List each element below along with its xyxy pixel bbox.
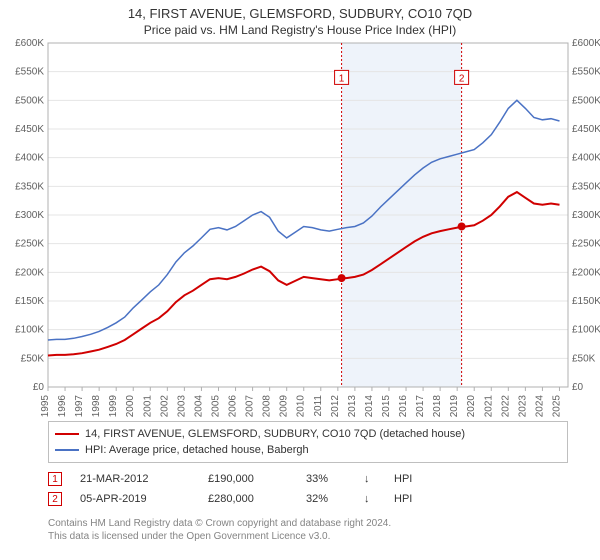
x-tick-label: 2021	[483, 395, 494, 417]
price-chart-svg: £0 £50K £100K £150K £200K £250K £300K £350K £400…	[0, 37, 600, 417]
y-tick-label: £400K	[572, 153, 600, 164]
y-tick-label: £550K	[15, 67, 44, 78]
sale-price: £280,000	[208, 493, 288, 505]
x-tick-label: 2011	[313, 395, 324, 417]
x-tick-label: 1998	[91, 395, 102, 417]
y-tick-label: £350K	[572, 181, 600, 192]
x-tick-label: 1995	[40, 395, 51, 417]
sale-date: 05-APR-2019	[80, 493, 190, 505]
y-tick-label: £250K	[572, 239, 600, 250]
sale-marker-point	[458, 222, 466, 230]
x-tick-label: 2015	[381, 395, 392, 417]
y-tick-label: £300K	[15, 210, 44, 221]
chart-area: £0 £50K £100K £150K £200K £250K £300K £350K £400…	[0, 37, 600, 417]
y-tick-label: £350K	[15, 181, 44, 192]
sale-badge: 1	[48, 472, 62, 486]
sale-price: £190,000	[208, 473, 288, 485]
legend-box: 14, FIRST AVENUE, GLEMSFORD, SUDBURY, CO…	[48, 421, 568, 463]
x-tick-label: 2022	[500, 395, 511, 417]
x-tick-label: 1997	[74, 395, 85, 417]
x-tick-label: 2012	[330, 395, 341, 417]
y-tick-label: £200K	[15, 267, 44, 278]
y-tick-label: £300K	[572, 210, 600, 221]
sale-vs-label: HPI	[394, 493, 412, 505]
x-tick-label: 2010	[296, 395, 307, 417]
y-tick-label: £150K	[572, 296, 600, 307]
x-tick-label: 2004	[193, 395, 204, 417]
x-tick-label: 2002	[159, 395, 170, 417]
sale-row: 2 05-APR-2019 £280,000 32% ↓ HPI	[48, 489, 568, 509]
y-tick-label: £250K	[15, 239, 44, 250]
title-main: 14, FIRST AVENUE, GLEMSFORD, SUDBURY, CO…	[0, 6, 600, 21]
chart-titles: 14, FIRST AVENUE, GLEMSFORD, SUDBURY, CO…	[0, 0, 600, 37]
x-tick-label: 2014	[364, 395, 375, 417]
x-tick-label: 2009	[279, 395, 290, 417]
x-tick-label: 2018	[432, 395, 443, 417]
y-tick-label: £500K	[15, 95, 44, 106]
x-tick-label: 2025	[551, 395, 562, 417]
sales-table: 1 21-MAR-2012 £190,000 33% ↓ HPI 2 05-APR-2019 £…	[48, 469, 568, 509]
legend-label: HPI: Average price, detached house, Babe…	[85, 444, 309, 456]
sale-vs-label: HPI	[394, 473, 412, 485]
x-tick-label: 2024	[534, 395, 545, 417]
x-tick-label: 2016	[398, 395, 409, 417]
legend-label: 14, FIRST AVENUE, GLEMSFORD, SUDBURY, CO…	[85, 428, 465, 440]
x-tick-label: 1999	[108, 395, 119, 417]
y-tick-label: £450K	[572, 124, 600, 135]
series-property	[48, 192, 560, 355]
sale-marker-point	[338, 274, 346, 282]
legend-row: 14, FIRST AVENUE, GLEMSFORD, SUDBURY, CO…	[55, 426, 561, 442]
x-tick-label: 2003	[176, 395, 187, 417]
x-tick-label: 2013	[347, 395, 358, 417]
y-tick-label: £0	[572, 382, 584, 393]
footer-line-1: Contains HM Land Registry data © Crown c…	[48, 517, 568, 530]
y-tick-label: £400K	[15, 153, 44, 164]
x-tick-label: 2019	[449, 395, 460, 417]
sale-badge: 2	[48, 492, 62, 506]
x-tick-label: 2007	[245, 395, 256, 417]
x-tick-label: 1996	[57, 395, 68, 417]
y-tick-label: £150K	[15, 296, 44, 307]
y-tick-label: £450K	[15, 124, 44, 135]
y-tick-label: £600K	[15, 38, 44, 49]
x-tick-label: 2001	[142, 395, 153, 417]
x-tick-label: 2005	[210, 395, 221, 417]
x-tick-label: 2006	[228, 395, 239, 417]
y-axis-left: £0 £50K £100K £150K £200K £250K £300K £350K £400…	[15, 38, 44, 393]
y-tick-label: £550K	[572, 67, 600, 78]
down-arrow-icon: ↓	[364, 473, 376, 485]
x-axis: 1995 1996 1997 1998 1999 2000 2001 2002 2003 2004…	[40, 387, 562, 417]
x-tick-label: 2017	[415, 395, 426, 417]
title-sub: Price paid vs. HM Land Registry's House …	[0, 23, 600, 37]
sale-date: 21-MAR-2012	[80, 473, 190, 485]
y-tick-label: £100K	[15, 325, 44, 336]
x-tick-label: 2023	[517, 395, 528, 417]
y-tick-label: £500K	[572, 95, 600, 106]
footer-line-2: This data is licensed under the Open Gov…	[48, 530, 568, 543]
y-tick-label: £50K	[572, 353, 596, 364]
y-tick-label: £600K	[572, 38, 600, 49]
y-tick-label: £100K	[572, 325, 600, 336]
legend-row: HPI: Average price, detached house, Babe…	[55, 442, 561, 458]
down-arrow-icon: ↓	[364, 493, 376, 505]
sale-marker-badge-label: 2	[459, 73, 465, 84]
x-tick-label: 2008	[262, 395, 273, 417]
sale-row: 1 21-MAR-2012 £190,000 33% ↓ HPI	[48, 469, 568, 489]
y-axis-right: £0 £50K £100K £150K £200K £250K £300K £350K £400…	[572, 38, 600, 393]
sale-pct: 32%	[306, 493, 346, 505]
y-tick-label: £0	[33, 382, 45, 393]
y-tick-label: £50K	[21, 353, 45, 364]
y-tick-label: £200K	[572, 267, 600, 278]
x-tick-label: 2020	[466, 395, 477, 417]
sale-pct: 33%	[306, 473, 346, 485]
sale-marker-badge-label: 1	[339, 73, 345, 84]
legend-swatch	[55, 433, 79, 435]
x-tick-label: 2000	[125, 395, 136, 417]
footer-attribution: Contains HM Land Registry data © Crown c…	[48, 517, 568, 543]
legend-swatch	[55, 449, 79, 451]
